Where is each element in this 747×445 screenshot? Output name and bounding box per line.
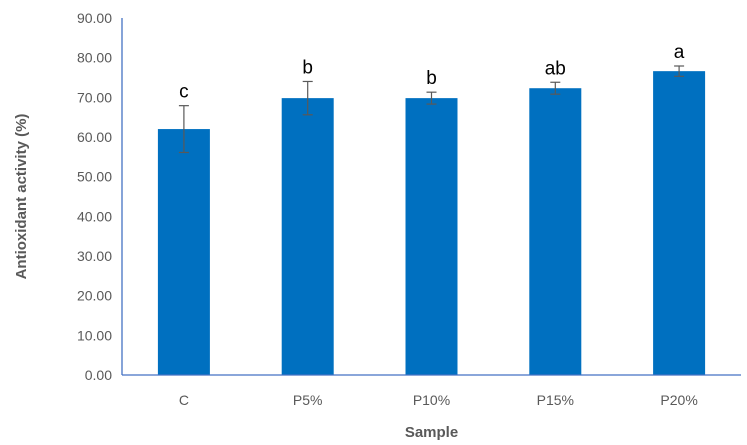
bar (281, 98, 334, 376)
bar (529, 88, 582, 376)
y-tick-label: 40.00 (77, 208, 112, 224)
significance-labels: c b b ab a (179, 42, 685, 103)
x-axis-ticks: C P5% P10% P15% P20% (179, 392, 698, 408)
error-bar (550, 81, 561, 95)
significance-label: c (179, 82, 189, 103)
y-tick-label: 70.00 (77, 89, 112, 105)
x-tick-label: P15% (537, 392, 574, 408)
bar (405, 98, 458, 376)
bar (653, 71, 706, 376)
error-bars (178, 65, 685, 154)
error-bar (426, 91, 437, 105)
significance-label: ab (545, 58, 566, 79)
y-tick-label: 80.00 (77, 50, 112, 66)
bars (157, 71, 706, 376)
x-tick-label: P20% (660, 392, 697, 408)
error-bar (178, 105, 189, 154)
y-tick-label: 10.00 (77, 327, 112, 343)
significance-label: b (302, 57, 313, 78)
y-tick-label: 90.00 (77, 10, 112, 26)
y-tick-label: 50.00 (77, 169, 112, 185)
bar (157, 129, 210, 375)
error-bar (302, 80, 313, 116)
x-tick-label: P5% (293, 392, 323, 408)
y-tick-label: 0.00 (85, 367, 112, 383)
error-bar (674, 65, 685, 77)
y-tick-label: 60.00 (77, 129, 112, 145)
x-axis-title: Sample (405, 424, 458, 441)
x-tick-label: C (179, 392, 189, 408)
y-axis-ticks: 0.00 10.00 20.00 30.00 40.00 50.00 60.00 70.00 8… (77, 10, 112, 383)
y-axis-title: Antioxidant activity (%) (13, 114, 30, 280)
significance-label: a (674, 42, 685, 63)
x-tick-label: P10% (413, 392, 450, 408)
y-tick-label: 20.00 (77, 288, 112, 304)
significance-label: b (426, 68, 437, 89)
y-tick-label: 30.00 (77, 248, 112, 264)
